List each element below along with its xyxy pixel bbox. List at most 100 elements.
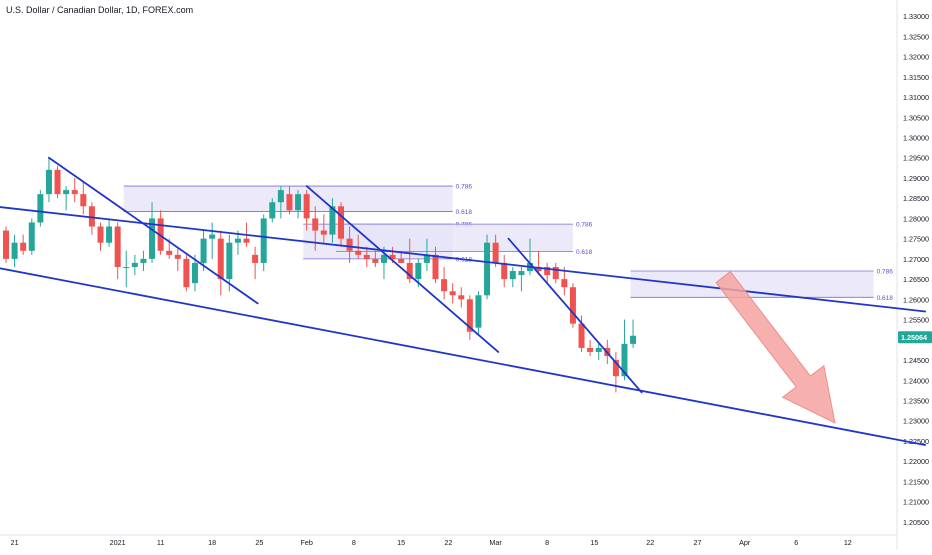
candle-body: [578, 323, 585, 348]
candle: [217, 230, 224, 296]
candle-body: [449, 291, 456, 296]
y-tick-label: 1.26500: [903, 275, 929, 284]
candle-body: [71, 190, 78, 195]
x-tick-label: 15: [590, 538, 598, 547]
y-tick-label: 1.26000: [903, 295, 929, 304]
candle-body: [174, 254, 181, 259]
candle-body: [200, 238, 207, 263]
x-tick-label: 6: [794, 538, 798, 547]
candle: [183, 254, 190, 292]
y-tick-label: 1.28000: [903, 214, 929, 223]
candle-body: [80, 194, 87, 207]
candle-body: [20, 242, 27, 251]
candle-body: [286, 194, 293, 211]
trendlines: [0, 156, 927, 446]
y-tick-label: 1.30500: [903, 113, 929, 122]
candle-body: [269, 202, 276, 219]
candle-body: [209, 234, 216, 239]
candle-body: [501, 262, 508, 280]
candle: [114, 222, 121, 280]
y-tick-label: 1.33000: [903, 12, 929, 21]
candle-body: [544, 266, 551, 276]
candle-body: [11, 242, 18, 259]
candle-body: [166, 250, 173, 255]
candle-body: [612, 360, 619, 377]
candle-body: [415, 262, 422, 280]
last-price-badge: 1.25064: [898, 331, 932, 344]
candle-body: [432, 254, 439, 280]
candle: [544, 262, 551, 284]
fib-label-0786: 0.786: [576, 222, 593, 229]
candle-body: [88, 206, 95, 227]
y-tick-label: 1.21500: [903, 477, 929, 486]
fib-label-0618: 0.618: [456, 209, 473, 216]
candle-body: [97, 226, 104, 243]
candle-body: [312, 218, 319, 231]
candle: [174, 246, 181, 272]
candle: [226, 234, 233, 292]
candle-body: [458, 295, 465, 300]
candle: [269, 198, 276, 223]
x-tick-label: 15: [397, 538, 405, 547]
y-tick-label: 1.32500: [903, 32, 929, 41]
candle-body: [389, 254, 396, 259]
x-tick-label: 8: [352, 538, 356, 547]
candle-body: [234, 238, 241, 243]
candle: [630, 319, 637, 348]
candle: [441, 266, 448, 300]
candle-body: [535, 266, 542, 272]
y-tick-label: 1.30000: [903, 134, 929, 143]
candle-body: [355, 250, 362, 255]
candle: [71, 177, 78, 203]
candle: [260, 214, 267, 272]
candle: [20, 234, 27, 255]
y-tick-label: 1.27500: [903, 235, 929, 244]
candle: [191, 254, 198, 292]
candle: [535, 250, 542, 276]
y-tick-label: 1.23000: [903, 417, 929, 426]
x-tick-label: Mar: [489, 538, 502, 547]
trendline-upper-channel: [0, 206, 927, 313]
candle-body: [587, 347, 594, 352]
candle: [552, 262, 559, 284]
candle-body: [441, 279, 448, 292]
trendline-lower-channel: [0, 267, 927, 446]
x-tick-label: 22: [444, 538, 452, 547]
candle-body: [277, 190, 284, 203]
x-tick-label: 27: [693, 538, 701, 547]
candle: [88, 202, 95, 235]
y-axis-ticks: 1.33000 1.32500 1.32000 1.31500 1.31000 1.305…: [903, 12, 929, 527]
candle-body: [621, 343, 628, 377]
x-tick-label: 21: [11, 538, 19, 547]
x-tick-label: 18: [208, 538, 216, 547]
candle-body: [569, 287, 576, 324]
fib-zone-band: [335, 224, 573, 252]
candle: [621, 319, 628, 381]
candle: [106, 218, 113, 247]
x-tick-label: 8: [545, 538, 549, 547]
y-tick-label: 1.28500: [903, 194, 929, 203]
candle: [561, 266, 568, 296]
y-tick-label: 1.20500: [903, 518, 929, 527]
candle: [492, 234, 499, 267]
candle: [466, 295, 473, 340]
candle-body: [595, 347, 602, 352]
candle-body: [363, 254, 370, 259]
candle-body: [149, 218, 156, 259]
y-tick-label: 1.22500: [903, 437, 929, 446]
candle: [149, 202, 156, 263]
candle: [123, 250, 130, 288]
y-tick-label: 1.25500: [903, 316, 929, 325]
candle: [449, 283, 456, 304]
last-price-badge-bg: [898, 331, 932, 344]
candle: [45, 157, 52, 203]
candle-body: [492, 242, 499, 263]
candle: [209, 222, 216, 259]
candle: [501, 254, 508, 288]
candle: [286, 186, 293, 215]
candle-body: [380, 254, 387, 263]
trendline-leg-2: [305, 185, 500, 353]
candle: [80, 182, 87, 215]
candle: [587, 339, 594, 356]
